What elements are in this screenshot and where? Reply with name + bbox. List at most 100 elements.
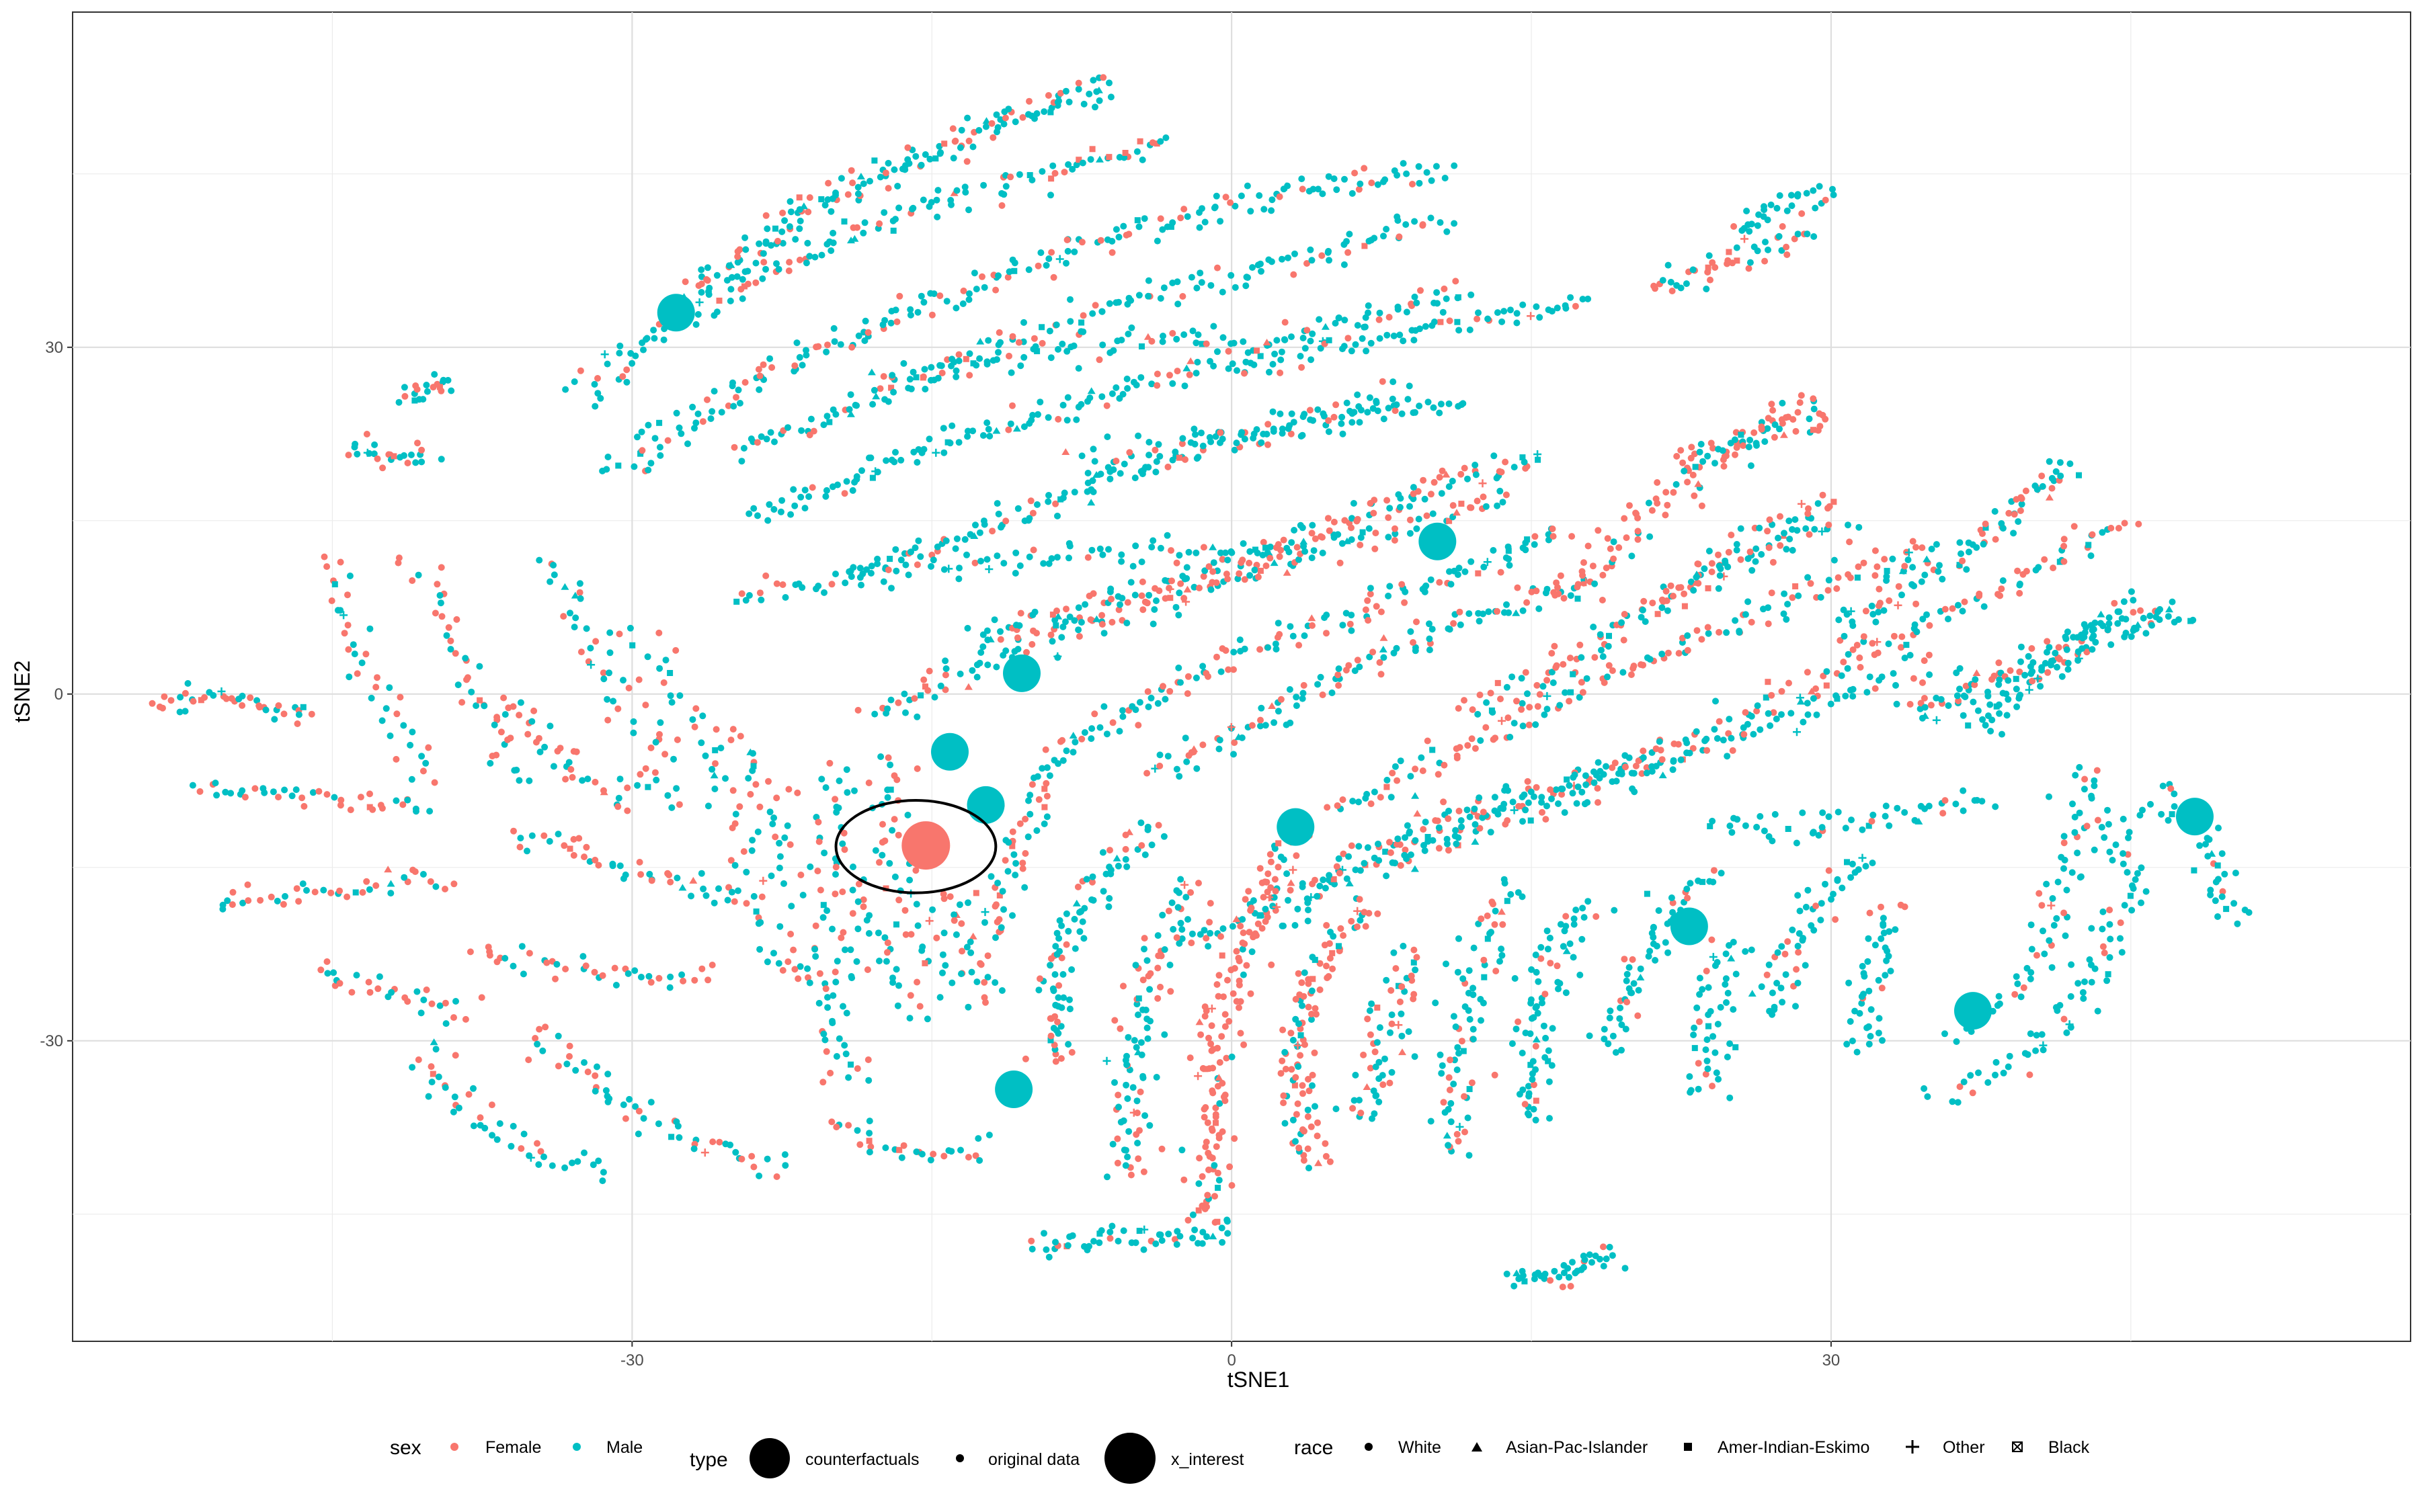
data-point [1603, 1255, 1610, 1263]
data-point [1082, 601, 1089, 608]
data-point [781, 1151, 789, 1159]
data-point [1630, 980, 1638, 987]
data-point [465, 1091, 473, 1098]
data-point [1673, 453, 1681, 460]
data-point [1141, 598, 1149, 605]
data-point [1374, 181, 1381, 188]
data-point [563, 1060, 571, 1068]
data-point [1145, 464, 1152, 471]
data-point [1713, 1069, 1720, 1077]
data-point [2016, 668, 2023, 675]
data-point [832, 192, 839, 199]
data-point [1203, 340, 1210, 347]
data-point [647, 460, 655, 467]
data-point [404, 998, 411, 1005]
data-point [369, 806, 376, 813]
data-point [780, 880, 787, 887]
data-point [1374, 407, 1381, 415]
data-point [2083, 624, 2089, 631]
data-point [1383, 784, 1390, 790]
data-point [1314, 892, 1321, 900]
data-point [981, 908, 990, 917]
data-point [1165, 1230, 1172, 1238]
data-point [600, 1169, 607, 1176]
data-point [711, 786, 719, 792]
data-point [1264, 441, 1271, 448]
data-point [1041, 108, 1048, 116]
data-point [736, 246, 743, 253]
data-point [1326, 337, 1332, 343]
data-point [562, 386, 569, 393]
data-point [293, 885, 300, 892]
data-point [543, 959, 551, 966]
data-point [1167, 595, 1174, 601]
data-point [1927, 702, 1935, 709]
data-point [1736, 628, 1743, 635]
data-point [856, 564, 864, 572]
data-point [1229, 360, 1236, 368]
data-point [2106, 921, 2113, 928]
data-point [1604, 535, 1611, 542]
data-point [1498, 946, 1505, 953]
data-point [1238, 192, 1245, 200]
data-point [1089, 873, 1096, 880]
data-point [914, 922, 922, 929]
data-point [1745, 444, 1752, 451]
data-point [2080, 995, 2087, 1002]
data-point [983, 419, 991, 427]
data-point [894, 183, 901, 190]
data-point [1309, 1071, 1316, 1079]
data-point [517, 835, 524, 842]
data-point [914, 459, 921, 466]
data-point [1061, 169, 1068, 176]
data-point [928, 311, 936, 319]
data-point [1925, 802, 1933, 810]
data-point [1154, 237, 1161, 245]
data-point [1765, 620, 1772, 628]
data-point [1910, 675, 1917, 682]
data-point [901, 690, 908, 698]
data-point [907, 306, 914, 313]
data-point [1496, 487, 1504, 495]
data-point [1502, 783, 1510, 790]
data-point [1591, 580, 1599, 587]
data-point [1621, 1265, 1629, 1272]
data-point [1770, 709, 1777, 716]
data-point [1413, 618, 1420, 626]
data-point [1959, 557, 1966, 564]
data-point [1723, 629, 1730, 636]
data-point [815, 999, 823, 1007]
data-point [1480, 563, 1488, 571]
data-point [1949, 1098, 1956, 1105]
data-point [1217, 933, 1224, 940]
data-point [1108, 390, 1116, 397]
data-point [1765, 710, 1772, 717]
data-point [691, 976, 698, 984]
data-point [1560, 1262, 1568, 1269]
data-point [1156, 751, 1164, 759]
data-point [1123, 375, 1131, 382]
data-point [409, 728, 416, 736]
data-point [1279, 425, 1286, 433]
data-point [1632, 762, 1640, 769]
data-point [1039, 324, 1045, 331]
data-point [1675, 650, 1683, 657]
data-point [2090, 632, 2097, 639]
data-point [1728, 734, 1735, 742]
data-point [1098, 612, 1106, 619]
data-point [1771, 433, 1778, 441]
data-point [1025, 266, 1033, 274]
data-point [1133, 148, 1141, 155]
data-point [747, 791, 754, 798]
data-point [781, 217, 789, 224]
data-point [1341, 317, 1348, 324]
data-point [1267, 884, 1275, 891]
data-point [239, 702, 246, 709]
data-point [1026, 97, 1033, 105]
data-point [1068, 966, 1076, 973]
data-point [1551, 1267, 1558, 1275]
data-point [1188, 939, 1195, 947]
data-point [2060, 536, 2068, 543]
data-point [2068, 869, 2076, 876]
data-point [1450, 620, 1457, 627]
